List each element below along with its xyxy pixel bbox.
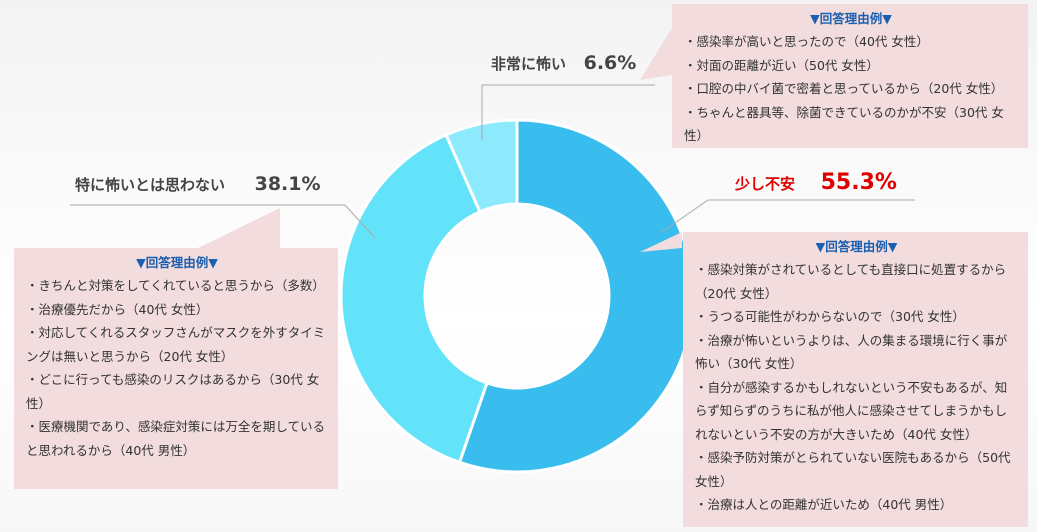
reason-item: ・対面の距離が近い（50代 女性） xyxy=(684,57,879,73)
slice-not-scared xyxy=(339,132,489,465)
reason-list: ・感染対策がされているとしても直接口に処置するから（20代 女性） ・うつる可能性… xyxy=(695,258,1018,517)
pointer-not-scared xyxy=(198,208,280,248)
reason-item: ・うつる可能性がわからないので（30代 女性） xyxy=(695,309,965,324)
label-very-scared: 非常に怖い 6.6% xyxy=(491,52,636,74)
reason-item: ・感染率が高いと思ったので（40代 女性） xyxy=(684,34,929,49)
slice-value: 55.3% xyxy=(820,170,897,195)
reason-item: ・口腔の中バイ菌で密着と思っているから（20代 女性） xyxy=(684,81,1004,96)
reason-item: ・自分が感染するかもしれないという不安もあるが、知らず知らずのうちに私が他人に感… xyxy=(695,379,1008,442)
reason-list: ・感染率が高いと思ったので（40代 女性） ・対面の距離が近い（50代 女性） ・口… xyxy=(684,30,1018,148)
reason-item: ・感染対策がされているとしても直接口に処置するから（20代 女性） xyxy=(695,262,1007,301)
callout-heading: ▼回答理由例▼ xyxy=(815,239,898,254)
reason-item: ・治療優先だから（40代 女性） xyxy=(26,301,209,317)
callout-heading: ▼回答理由例▼ xyxy=(136,255,218,270)
reason-item: ・対応してくれるスタッフさんがマスクを外すタイミングは無いと思うから（20代 女… xyxy=(26,325,326,364)
slice-very-scared xyxy=(444,118,519,214)
callout-slightly-anxious: ▼回答理由例▼ ・感染対策がされているとしても直接口に処置するから（20代 女性… xyxy=(683,232,1028,527)
callout-very-scared: ▼回答理由例▼ ・感染率が高いと思ったので（40代 女性） ・対面の距離が近い（5… xyxy=(672,4,1028,148)
reason-item: ・ちゃんと器具等、除菌できているのかが不安（30代 女性） xyxy=(684,104,1004,144)
slice-value: 38.1% xyxy=(254,173,321,195)
reason-item: ・治療は人との距離が近いため（40代 男性） xyxy=(695,497,953,512)
reason-item: ・どこに行っても感染のリスクはあるから（30代 女性） xyxy=(26,372,320,411)
reason-item: ・治療が怖いというよりは、人の集まる環境に行く事が怖い（30代 女性） xyxy=(695,332,1008,372)
leader-line-very-scared xyxy=(481,84,655,140)
slice-name: 特に怖いとは思わない xyxy=(75,176,226,194)
label-slightly-anxious: 少し不安 55.3% xyxy=(735,170,897,195)
leader-line-not-scared xyxy=(70,204,376,239)
callout-not-scared: ▼回答理由例▼ ・きちんと対策をしてくれていると思うから（多数） ・治療優先だから… xyxy=(14,248,338,489)
reason-item: ・医療機関であり、感染症対策には万全を期していると思われるから（40代 男性） xyxy=(26,419,326,458)
slice-name: 非常に怖い xyxy=(491,55,567,73)
slice-slightly-anxious xyxy=(457,118,695,474)
reason-list: ・きちんと対策をしてくれていると思うから（多数） ・治療優先だから（40代 女性）… xyxy=(26,274,328,462)
slice-value: 6.6% xyxy=(583,52,637,74)
reason-item: ・感染予防対策がとられていない医院もあるから（50代 女性） xyxy=(695,450,1011,489)
reason-item: ・きちんと対策をしてくれていると思うから（多数） xyxy=(26,278,325,293)
callout-heading: ▼回答理由例▼ xyxy=(810,11,892,26)
label-not-scared: 特に怖いとは思わない 38.1% xyxy=(75,173,321,195)
pointer-slightly-anxious xyxy=(640,232,682,252)
leader-line-slightly-anxious xyxy=(661,199,915,233)
pointer-very-scared xyxy=(640,28,672,80)
donut-slices xyxy=(339,118,695,474)
slice-name: 少し不安 xyxy=(735,175,796,193)
